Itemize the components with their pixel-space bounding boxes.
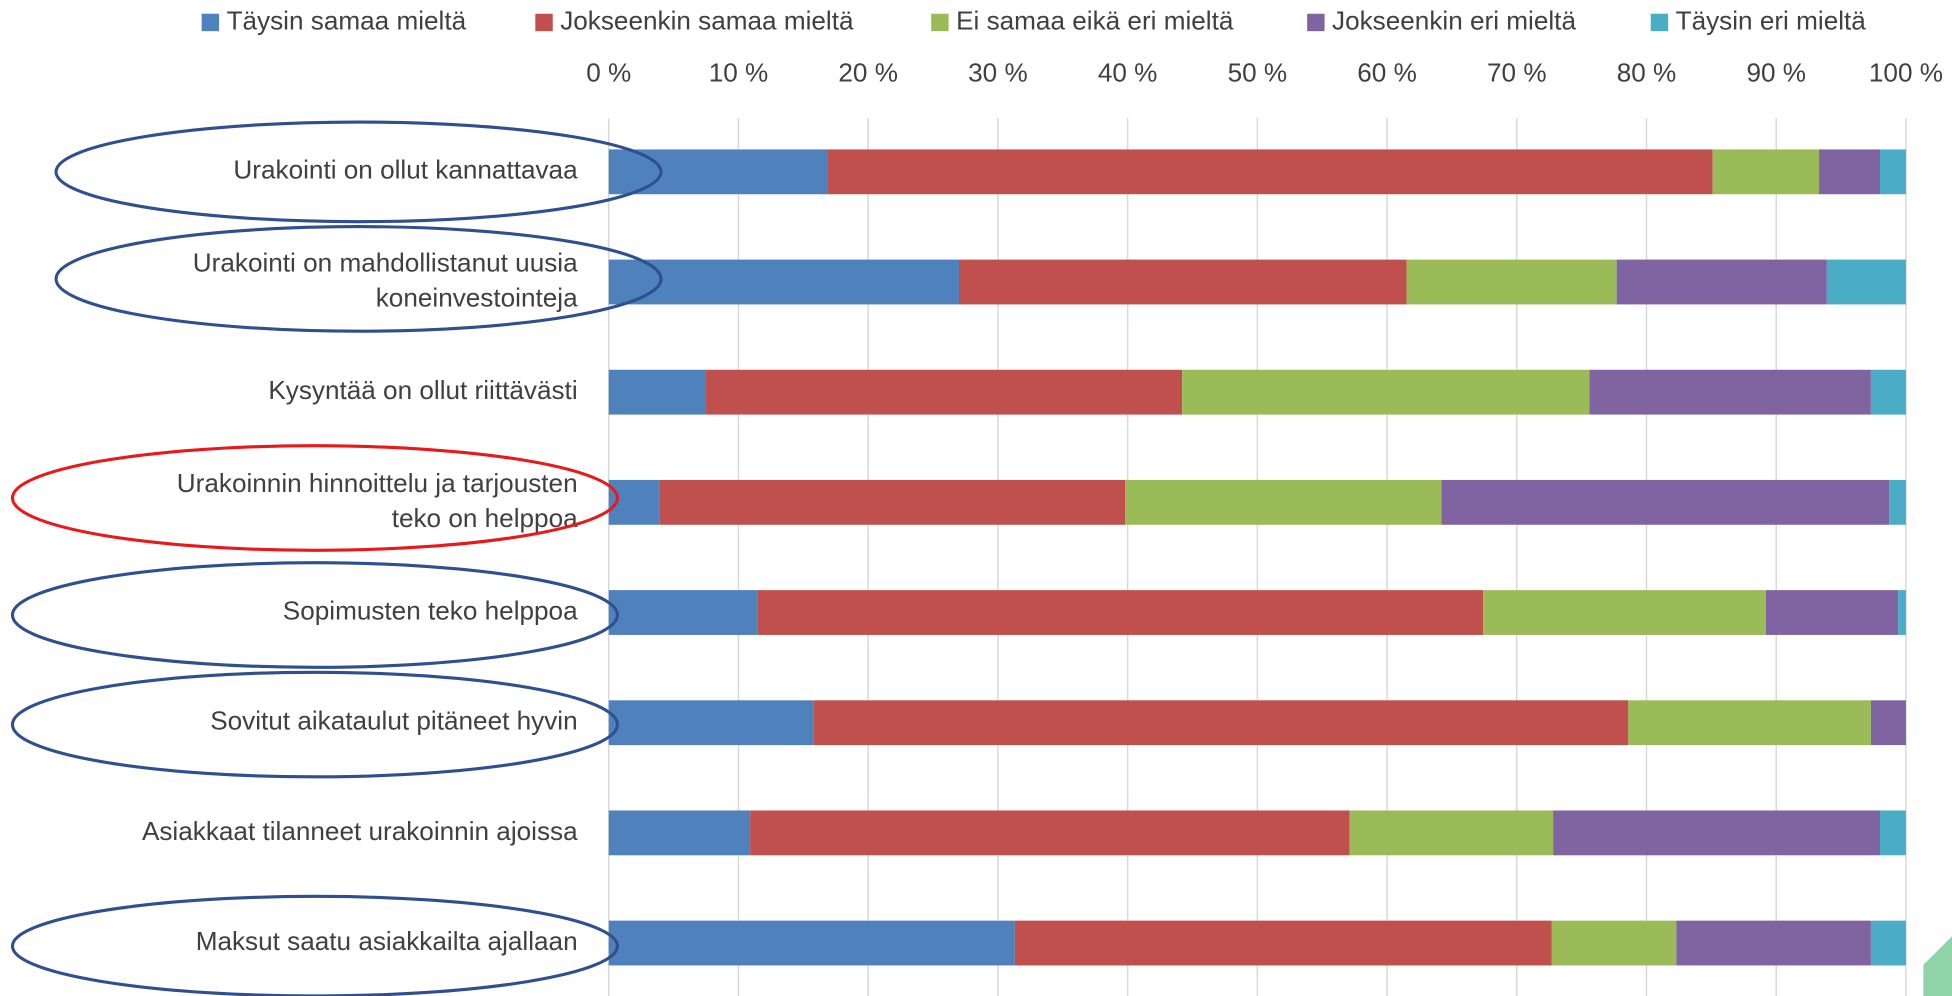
x-tick-label: 50 % <box>1228 58 1288 88</box>
x-tick-label: 30 % <box>968 58 1028 88</box>
bar-segment <box>1616 259 1827 305</box>
highlight-ellipse <box>54 120 663 224</box>
bar-segment <box>1879 810 1906 856</box>
bar-segment <box>757 590 1484 635</box>
bar-segment <box>1628 700 1871 746</box>
bar-segment <box>1870 920 1906 966</box>
legend-label: Täysin eri mieltä <box>1676 5 1867 35</box>
bar-segment <box>750 810 1350 856</box>
legend-label: Jokseenkin eri mieltä <box>1332 5 1576 35</box>
bar-segment <box>1898 590 1906 635</box>
x-tick-label: 20 % <box>838 58 898 88</box>
bar-segment <box>1483 590 1766 635</box>
bar-segment <box>1889 479 1906 525</box>
bar-segment <box>1879 149 1906 195</box>
bar-segment <box>659 479 1126 525</box>
y-tick-label: Urakoinnin hinnoittelu ja tarjousten teko… <box>177 468 578 533</box>
y-tick-label: Sovitut aikataulut pitäneet hyvin <box>210 706 577 736</box>
y-tick-label: Kysyntää on ollut riittävästi <box>268 375 577 405</box>
grid <box>608 118 1907 996</box>
y-tick-label: Urakointi on ollut kannattavaa <box>233 155 578 185</box>
bar-segment <box>1826 259 1906 305</box>
bar-segment <box>1014 920 1552 966</box>
y-tick-label: Asiakkaat tilanneet urakoinnin ajoissa <box>142 816 578 846</box>
highlight-ellipse <box>54 225 663 333</box>
legend-swatch <box>931 13 949 32</box>
bar-segment <box>1125 479 1442 525</box>
annotations <box>10 120 663 996</box>
bar-segment <box>1819 149 1880 195</box>
x-tick-label: 0 % <box>586 58 631 88</box>
bar-segment <box>1712 149 1820 195</box>
x-tick-label: 100 % <box>1869 58 1943 88</box>
bar-segment <box>827 149 1713 195</box>
bar-segment <box>706 369 1183 415</box>
bar-segment <box>608 369 707 415</box>
labels: 0 % 10 % 20 % 30 % 40 % 50 % 60 % 70 % 80 % 90 % 1… <box>142 5 1943 956</box>
legend-label: Täysin samaa mieltä <box>227 5 467 35</box>
bar-segment <box>1676 920 1871 966</box>
corner-decoration <box>1923 936 1952 996</box>
bar-segment <box>1406 259 1617 305</box>
bar-segment <box>608 149 828 195</box>
legend-label: Ei samaa eikä eri mieltä <box>956 5 1234 35</box>
bar-segment <box>608 810 751 856</box>
bar-segment <box>1589 369 1871 415</box>
bar-segment <box>813 700 1629 746</box>
legend-swatch <box>201 13 220 32</box>
x-tick-label: 90 % <box>1746 58 1806 88</box>
bar-segment <box>1765 590 1899 635</box>
y-tick-label: Sopimusten teko helppoa <box>283 595 578 625</box>
bar-segment <box>608 259 959 305</box>
bar-segment <box>1182 369 1590 415</box>
highlight-ellipse <box>10 670 620 779</box>
bar-segment <box>608 920 1015 966</box>
bars <box>608 149 1906 966</box>
highlight-ellipse <box>10 561 620 669</box>
legend-swatch <box>1650 13 1669 32</box>
legend-swatch <box>535 13 553 32</box>
bar-segment <box>1553 810 1880 856</box>
x-tick-label: 40 % <box>1098 58 1158 88</box>
bar-segment <box>1870 700 1906 746</box>
bar-segment <box>1349 810 1554 856</box>
bar-segment <box>608 700 814 746</box>
bar-segment <box>1870 369 1906 415</box>
highlight-ellipse <box>10 444 620 552</box>
legend-label: Jokseenkin samaa mieltä <box>560 5 854 35</box>
y-tick-label: Urakointi on mahdollistanut uusia koneinv… <box>193 247 578 312</box>
x-tick-label: 70 % <box>1487 58 1547 88</box>
y-tick-label: Maksut saatu asiakkailta ajallaan <box>196 926 578 956</box>
bar-segment <box>1551 920 1677 966</box>
legend-swatch <box>1307 13 1325 32</box>
bar-segment <box>958 259 1407 305</box>
x-tick-label: 80 % <box>1617 58 1677 88</box>
bar-segment <box>608 590 758 635</box>
bar-segment <box>1441 479 1890 525</box>
x-tick-label: 60 % <box>1357 58 1417 88</box>
x-tick-label: 10 % <box>709 58 769 88</box>
